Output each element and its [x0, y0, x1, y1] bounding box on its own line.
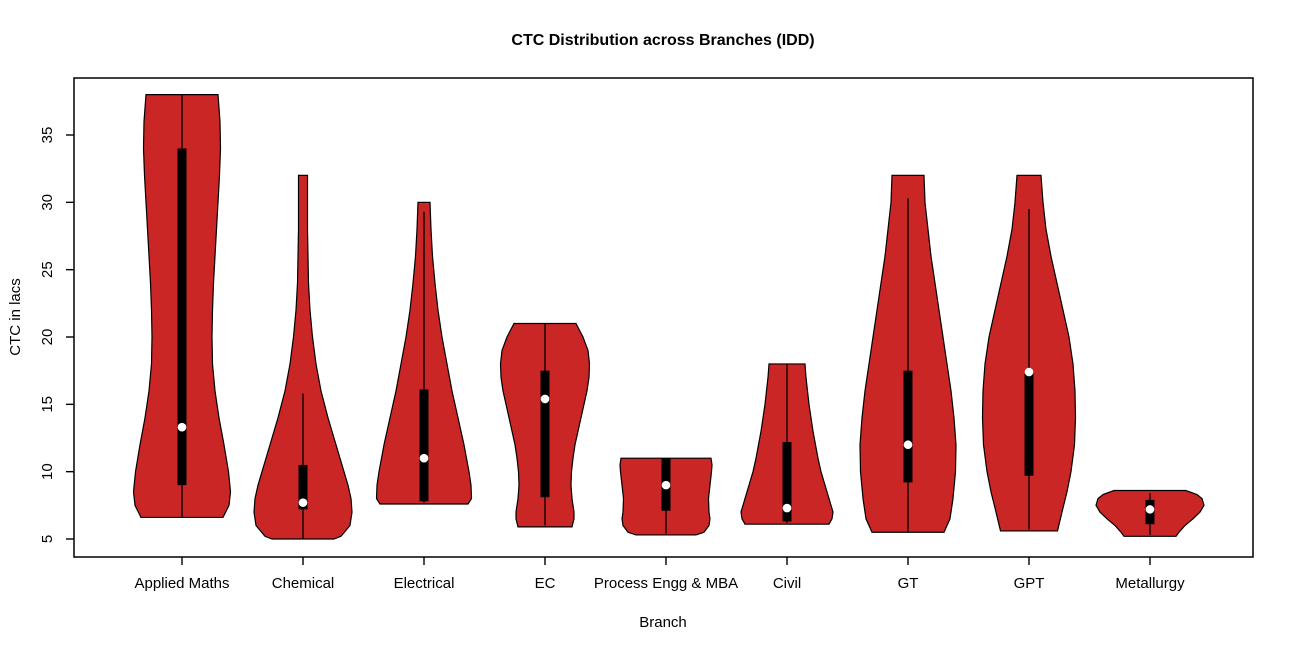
violin-group-gt [859, 174, 957, 533]
x-tick-label-gt: GT [898, 575, 919, 592]
plot-content: 5 10 15 20 25 30 35 Applied Maths Chemical Electr… [39, 77, 1254, 592]
x-tick-label-metallurgy: Metallurgy [1115, 575, 1185, 592]
median-dot-gpt [1024, 367, 1034, 377]
x-tick-label-civil: Civil [773, 575, 801, 592]
y-tick-label-35: 35 [39, 127, 56, 144]
y-tick-label-15: 15 [39, 396, 56, 413]
violin-group-process-engg-mba [619, 457, 713, 536]
iqr-box-applied-maths [177, 148, 187, 486]
median-dot-applied-maths [177, 422, 187, 432]
iqr-box-electrical [419, 389, 429, 502]
x-tick-label-gpt: GPT [1014, 575, 1045, 592]
y-tick-label-20: 20 [39, 329, 56, 346]
plot-border [73, 77, 1254, 558]
x-tick-label-ec: EC [535, 575, 556, 592]
violin-body-chemical [253, 174, 353, 540]
violin-group-gpt [981, 174, 1077, 532]
median-dot-gt [903, 440, 913, 450]
violin-group-applied-maths [132, 93, 232, 519]
x-tick-label-electrical: Electrical [394, 575, 455, 592]
violin-group-chemical [253, 174, 353, 540]
violin-group-electrical [375, 201, 473, 505]
median-dot-electrical [419, 453, 429, 463]
violin-group-civil [740, 363, 834, 525]
iqr-box-gpt [1024, 373, 1034, 476]
y-tick-label-25: 25 [39, 261, 56, 278]
x-axis-label: Branch [639, 614, 687, 631]
x-tick-label-chemical: Chemical [272, 575, 335, 592]
violin-group-ec [499, 322, 591, 528]
violin-group-metallurgy [1095, 489, 1205, 537]
median-dot-metallurgy [1145, 505, 1155, 514]
chart-title: CTC Distribution across Branches (IDD) [511, 32, 814, 49]
iqr-box-gt [903, 370, 913, 483]
iqr-box-civil [782, 442, 792, 522]
median-dot-ec [540, 394, 550, 404]
median-dot-process-engg-mba [661, 480, 671, 490]
x-tick-label-applied-maths: Applied Maths [134, 575, 229, 592]
y-tick-label-10: 10 [39, 463, 56, 480]
iqr-box-ec [540, 370, 550, 498]
y-axis-label: CTC in lacs [7, 278, 24, 356]
median-dot-civil [782, 503, 792, 513]
iqr-box-chemical [298, 464, 308, 510]
x-tick-label-process-engg-mba: Process Engg & MBA [594, 575, 738, 592]
y-tick-label-5: 5 [39, 535, 56, 543]
y-tick-label-30: 30 [39, 194, 56, 211]
median-dot-chemical [298, 498, 308, 507]
